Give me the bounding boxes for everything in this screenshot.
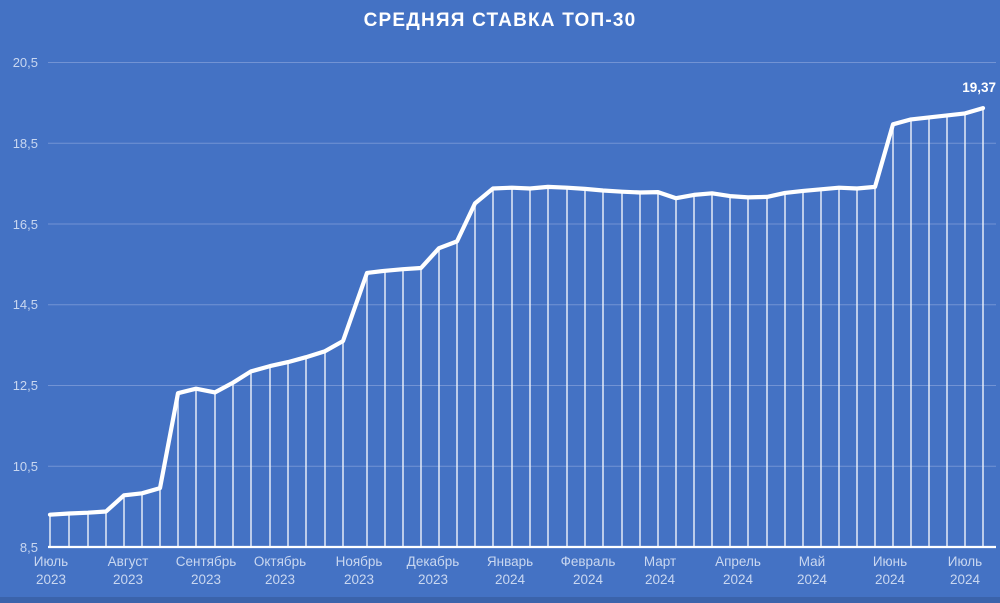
- series-line: [47, 106, 986, 517]
- month-year: 2023: [112, 572, 144, 587]
- month-name: Июль: [947, 554, 983, 569]
- month-year: 2024: [644, 572, 676, 587]
- month-name: Июль: [33, 554, 69, 569]
- month-name: Ноябрь: [335, 554, 383, 569]
- month-year: 2024: [949, 572, 981, 587]
- x-axis-month-label: Декабрь 2023: [388, 553, 478, 589]
- month-year: 2024: [874, 572, 906, 587]
- chart-title: СРЕДНЯЯ СТАВКА ТОП-30: [363, 10, 637, 31]
- month-year: 2023: [35, 572, 67, 587]
- x-axis-month-label: Октябрь 2023: [235, 553, 325, 589]
- y-axis-tick-label: 16,5: [12, 216, 38, 232]
- x-axis-month-label: Сентябрь 2023: [161, 553, 251, 589]
- month-name: Май: [798, 554, 826, 569]
- month-name: Август: [107, 554, 149, 569]
- month-name: Июнь: [872, 554, 908, 569]
- month-year: 2023: [190, 572, 222, 587]
- last-value-data-label: 19,37: [962, 80, 996, 95]
- month-name: Январь: [486, 554, 534, 569]
- month-name: Октябрь: [253, 554, 307, 569]
- x-axis-month-label: Апрель 2024: [693, 553, 783, 589]
- month-name: Сентябрь: [175, 554, 237, 569]
- x-axis-month-label: Март 2024: [615, 553, 705, 589]
- month-name: Апрель: [715, 554, 761, 569]
- month-year: 2024: [796, 572, 828, 587]
- month-name: Декабрь: [406, 554, 460, 569]
- x-axis-month-label: Май 2024: [767, 553, 857, 589]
- month-year: 2023: [264, 572, 296, 587]
- y-axis-tick-label: 20,5: [12, 55, 38, 70]
- y-axis-tick-label: 12,5: [12, 378, 38, 393]
- y-axis-tick-label: 8,5: [19, 539, 38, 555]
- x-axis-month-label: Июль 2023: [6, 553, 96, 589]
- month-year: 2024: [494, 572, 526, 587]
- month-name: Март: [643, 554, 677, 569]
- window-bottom-edge: [0, 597, 1000, 603]
- month-year: 2023: [417, 572, 449, 587]
- x-axis-month-label: Июнь 2024: [845, 553, 935, 589]
- month-name: Февраль: [560, 554, 616, 569]
- x-axis-month-label: Февраль 2024: [543, 553, 633, 589]
- y-axis-tick-label: 18,5: [12, 135, 38, 151]
- month-year: 2024: [722, 572, 754, 587]
- x-axis-month-label: Ноябрь 2023: [314, 553, 404, 589]
- y-axis-tick-label: 14,5: [12, 297, 38, 313]
- month-year: 2023: [343, 572, 375, 587]
- month-year: 2024: [572, 572, 604, 587]
- x-axis-month-label: Январь 2024: [465, 553, 555, 589]
- y-axis-tick-label: 10,5: [12, 458, 38, 474]
- x-axis-month-label: Август 2023: [83, 553, 173, 589]
- x-axis-month-label: Июль 2024: [920, 553, 1000, 589]
